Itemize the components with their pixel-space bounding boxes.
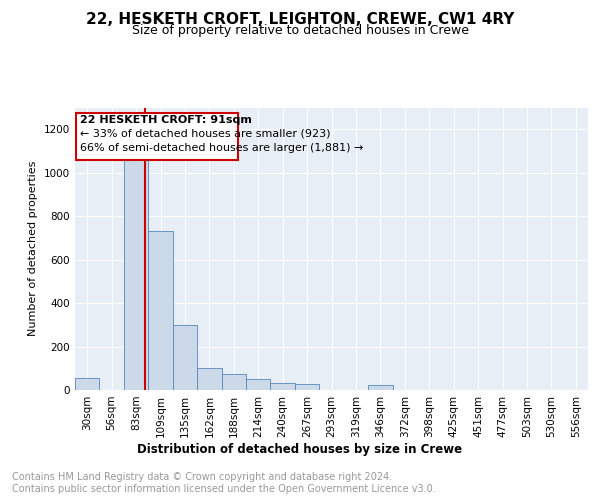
Bar: [148, 232, 173, 390]
Text: 66% of semi-detached houses are larger (1,881) →: 66% of semi-detached houses are larger (…: [80, 144, 363, 154]
Text: Contains HM Land Registry data © Crown copyright and database right 2024.: Contains HM Land Registry data © Crown c…: [12, 472, 392, 482]
Bar: [368, 384, 392, 390]
Text: ← 33% of detached houses are smaller (923): ← 33% of detached houses are smaller (92…: [80, 129, 330, 139]
Bar: [173, 325, 197, 390]
Bar: [76, 113, 238, 160]
Bar: [124, 129, 148, 390]
Bar: [271, 384, 295, 390]
Bar: [295, 384, 319, 390]
Bar: [221, 374, 246, 390]
Text: 22 HESKETH CROFT: 91sqm: 22 HESKETH CROFT: 91sqm: [80, 114, 251, 124]
Text: Distribution of detached houses by size in Crewe: Distribution of detached houses by size …: [137, 442, 463, 456]
Bar: [197, 368, 221, 390]
Bar: [75, 378, 100, 390]
Text: Contains public sector information licensed under the Open Government Licence v3: Contains public sector information licen…: [12, 484, 436, 494]
Text: 22, HESKETH CROFT, LEIGHTON, CREWE, CW1 4RY: 22, HESKETH CROFT, LEIGHTON, CREWE, CW1 …: [86, 12, 514, 28]
Text: Size of property relative to detached houses in Crewe: Size of property relative to detached ho…: [131, 24, 469, 37]
Bar: [246, 379, 271, 390]
Y-axis label: Number of detached properties: Number of detached properties: [28, 161, 38, 336]
